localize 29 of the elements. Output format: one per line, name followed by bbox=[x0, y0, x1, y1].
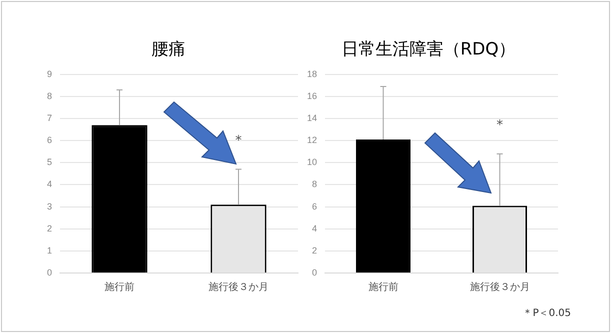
y-tick-label: 2 bbox=[46, 223, 52, 234]
y-tick-label: 5 bbox=[46, 157, 52, 168]
chart-title: 日常生活障害（RDQ） bbox=[341, 40, 516, 60]
y-tick-label: 6 bbox=[312, 201, 318, 212]
y-tick-label: 8 bbox=[46, 90, 52, 101]
y-tick-label: 16 bbox=[306, 90, 318, 101]
y-tick-label: 6 bbox=[46, 135, 52, 146]
x-tick-label: 施行前 bbox=[104, 280, 135, 293]
y-tick-label: 0 bbox=[312, 267, 318, 278]
y-tick-label: 10 bbox=[306, 157, 318, 168]
y-tick-label: 2 bbox=[312, 245, 318, 256]
y-tick-label: 8 bbox=[312, 179, 318, 190]
text: ＊P＜0.05 bbox=[522, 307, 571, 320]
x-tick-label: 施行前 bbox=[368, 280, 398, 293]
y-tick-label: 12 bbox=[306, 135, 318, 146]
y-tick-label: 7 bbox=[46, 113, 52, 124]
y-tick-label: 1 bbox=[46, 245, 52, 256]
y-tick-label: 4 bbox=[312, 223, 318, 234]
y-tick-label: 9 bbox=[46, 68, 52, 79]
y-tick-label: 0 bbox=[46, 267, 52, 278]
annotation: * bbox=[235, 134, 242, 149]
y-tick-label: 14 bbox=[306, 113, 318, 124]
x-tick-label: 施行後３か月 bbox=[208, 280, 268, 293]
y-tick-label: 3 bbox=[46, 201, 52, 212]
annotation: * bbox=[496, 118, 504, 134]
y-tick-label: 4 bbox=[46, 179, 52, 190]
x-tick-label: 施行後３か月 bbox=[470, 280, 530, 293]
y-tick-label: 18 bbox=[306, 68, 318, 79]
chart-title: 腰痛 bbox=[152, 40, 186, 60]
